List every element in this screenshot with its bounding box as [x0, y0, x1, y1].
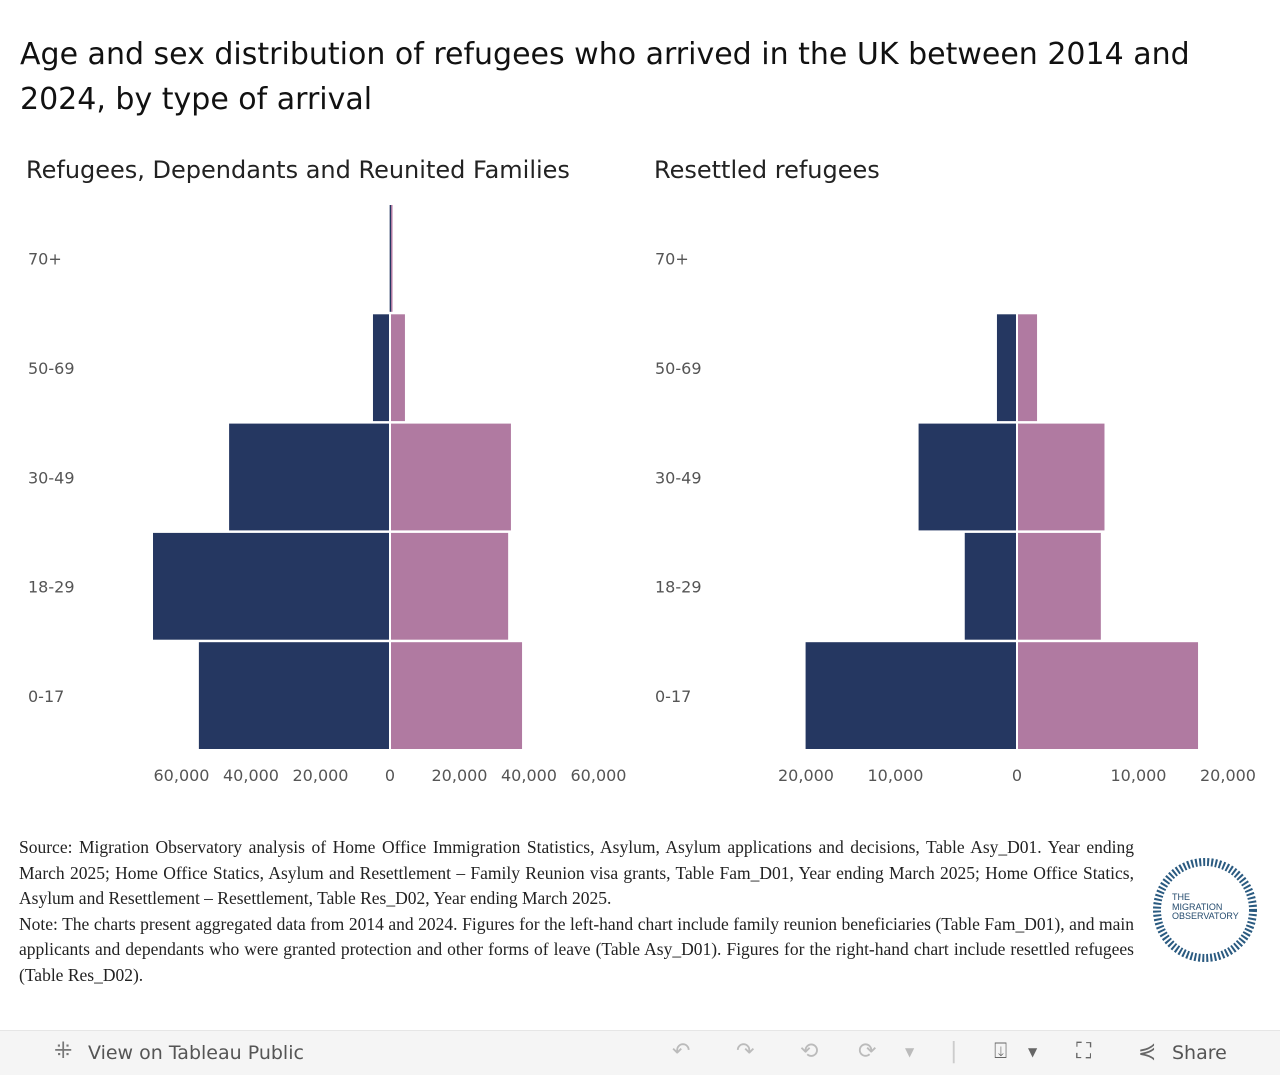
x-tick-label: 0 [1012, 766, 1022, 785]
female-bar [391, 532, 509, 640]
male-bar [964, 532, 1016, 640]
male-bar [198, 642, 389, 749]
age-label: 50-69 [28, 359, 75, 378]
female-bar [391, 642, 523, 749]
x-tick-label: 40,000 [223, 766, 279, 785]
x-tick-label: 60,000 [154, 766, 210, 785]
refresh-icon[interactable]: ⟳ [858, 1039, 877, 1064]
x-tick-label: 0 [385, 766, 395, 785]
male-bar [389, 205, 392, 312]
migration-observatory-logo: THE MIGRATION OBSERVATORY [1153, 858, 1257, 962]
x-tick-label: 20,000 [293, 766, 349, 785]
age-label: 50-69 [655, 359, 702, 378]
left-chart-title: Refugees, Dependants and Reunited Famili… [26, 156, 570, 184]
svg-text:OBSERVATORY: OBSERVATORY [1172, 911, 1239, 921]
page-title: Age and sex distribution of refugees who… [20, 37, 1190, 117]
x-tick-label: 40,000 [501, 766, 557, 785]
x-tick-label: 10,000 [868, 766, 924, 785]
divider: | [950, 1039, 958, 1064]
male-bar [996, 314, 1016, 422]
tableau-icon: ⁜ [54, 1039, 73, 1064]
female-bar [391, 205, 393, 312]
x-tick-label: 10,000 [1111, 766, 1167, 785]
age-label: 30-49 [28, 468, 75, 487]
female-bar [1018, 314, 1038, 422]
svg-text:MIGRATION: MIGRATION [1172, 902, 1222, 912]
redo-icon[interactable]: ↷ [736, 1039, 755, 1064]
svg-text:THE: THE [1172, 892, 1190, 902]
female-bar [1018, 532, 1101, 640]
refresh-dropdown-icon[interactable]: ▼ [905, 1045, 915, 1059]
revert-icon[interactable]: ⟲ [800, 1039, 819, 1064]
age-label: 70+ [28, 250, 62, 269]
view-on-tableau-link[interactable]: View on Tableau Public [88, 1042, 304, 1064]
note-text: Note: The charts present aggregated data… [19, 913, 1134, 985]
female-bar [1018, 423, 1105, 531]
tableau-toolbar: ⁜ View on Tableau Public ↶ ↷ ⟲ ⟳ ▼ | ⍗ ▼… [0, 1030, 1280, 1075]
share-icon[interactable]: ⋞ [1138, 1039, 1157, 1064]
female-bar [1018, 642, 1199, 749]
x-tick-label: 20,000 [432, 766, 488, 785]
fullscreen-icon[interactable]: ⛶ [1076, 1039, 1092, 1064]
male-bar [918, 423, 1016, 531]
x-tick-label: 60,000 [571, 766, 627, 785]
x-tick-label: 20,000 [778, 766, 834, 785]
download-dropdown-icon[interactable]: ▼ [1028, 1045, 1038, 1059]
age-label: 18-29 [28, 578, 75, 597]
x-tick-label: 20,000 [1200, 766, 1256, 785]
age-label: 30-49 [655, 468, 702, 487]
male-bar [805, 642, 1016, 749]
male-bar [153, 532, 389, 640]
age-label: 18-29 [655, 578, 702, 597]
undo-icon[interactable]: ↶ [672, 1039, 691, 1064]
age-label: 70+ [655, 250, 689, 269]
download-icon[interactable]: ⍗ [994, 1039, 1008, 1064]
male-bar [372, 314, 389, 422]
age-label: 0-17 [28, 687, 64, 706]
source-text: Source: Migration Observatory analysis o… [19, 837, 1134, 909]
source-notes: Source: Migration Observatory analysis o… [19, 835, 1134, 989]
male-bar [229, 423, 389, 531]
population-pyramids: 70+ 50-69 30-49 18-29 0-17 60,000 40,000 20,000… [28, 205, 1256, 785]
share-button[interactable]: Share [1172, 1042, 1227, 1064]
right-chart-title: Resettled refugees [654, 156, 880, 184]
female-bar [391, 423, 511, 531]
age-label: 0-17 [655, 687, 691, 706]
female-bar [391, 314, 405, 422]
